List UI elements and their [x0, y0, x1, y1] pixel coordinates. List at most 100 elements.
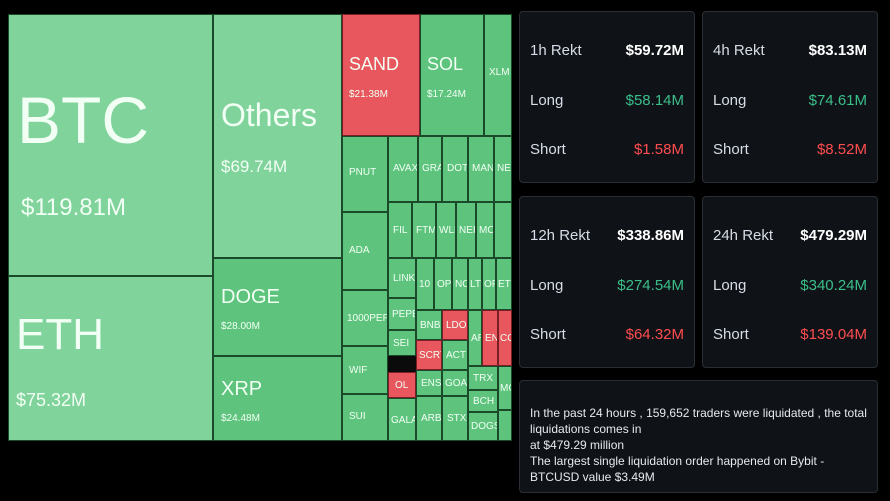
card-title: 1h Rekt — [530, 42, 582, 59]
treemap-tile-btc[interactable]: BTC $119.81M — [8, 14, 213, 276]
tile-symbol: FTM — [416, 225, 436, 236]
treemap-tile-wif[interactable]: WIF — [342, 346, 388, 394]
card-total: $338.86M — [617, 227, 684, 244]
summary-line-2: at $479.29 million — [530, 438, 625, 452]
treemap-tile-sol[interactable]: SOL $17.24M — [420, 14, 484, 136]
treemap-tile-10[interactable]: 10 — [416, 258, 434, 310]
treemap-tile-man[interactable]: MAN — [468, 136, 494, 202]
treemap-tile-stx[interactable]: STX — [442, 396, 468, 441]
tile-symbol: NC — [455, 279, 467, 290]
treemap-tile-ftm[interactable]: FTM — [412, 202, 436, 258]
treemap-tile-gras[interactable]: GRAS — [418, 136, 442, 202]
tile-symbol: BNB — [420, 320, 441, 331]
stats-card-12h: 12h Rekt $338.86M Long $274.54M Short $6… — [519, 196, 695, 368]
tile-symbol: MO — [479, 225, 494, 236]
tile-symbol: XLM — [489, 67, 510, 78]
tile-symbol: WLD — [439, 225, 455, 236]
short-value: $139.04M — [800, 326, 867, 343]
treemap-tile-sei[interactable]: SEI — [388, 330, 416, 356]
treemap-tile-doge[interactable]: DOGE $28.00M — [213, 258, 342, 356]
treemap-tile-op[interactable]: OP — [434, 258, 452, 310]
treemap-tile-extra2[interactable] — [498, 410, 512, 441]
treemap-tile-nc[interactable]: NC — [452, 258, 468, 310]
long-label: Long — [713, 92, 747, 109]
treemap-tile-pnut[interactable]: PNUT — [342, 136, 388, 212]
treemap-tile-bch[interactable]: BCH — [468, 390, 498, 412]
card-total: $59.72M — [625, 42, 684, 59]
treemap-tile-extra1[interactable] — [494, 202, 512, 258]
treemap-tile-ens[interactable]: ENS — [416, 370, 442, 396]
tile-symbol: STX — [447, 413, 467, 424]
stats-card-4h: 4h Rekt $83.13M Long $74.61M Short $8.52… — [702, 11, 878, 183]
treemap-tile-scrt[interactable]: SCRT — [416, 340, 442, 370]
tile-symbol: GALA — [391, 415, 416, 426]
summary-line-3: The largest single liquidation order hap… — [530, 454, 825, 484]
treemap-tile-trx[interactable]: TRX — [468, 366, 498, 390]
card-total: $83.13M — [808, 42, 867, 59]
tile-symbol: DOGS — [471, 421, 498, 432]
treemap-tile-xrp[interactable]: XRP $24.48M — [213, 356, 342, 441]
treemap-tile-mc[interactable]: MC — [498, 366, 512, 410]
treemap-tile-others[interactable]: Others $69.74M — [213, 14, 342, 258]
card-title: 12h Rekt — [530, 227, 591, 244]
treemap-tile-en[interactable]: EN — [482, 310, 498, 366]
short-value: $1.58M — [633, 141, 684, 158]
tile-symbol: SCRT — [419, 350, 441, 361]
tile-symbol: PNUT — [349, 167, 377, 178]
treemap-tile-avax[interactable]: AVAX — [388, 136, 418, 202]
treemap-tile-fil[interactable]: FIL — [388, 202, 412, 258]
treemap-tile-gala[interactable]: GALA — [388, 398, 416, 441]
tile-symbol: ETH — [16, 310, 104, 359]
card-title: 24h Rekt — [713, 227, 774, 244]
treemap-tile-sui[interactable]: SUI — [342, 394, 388, 441]
treemap-tile-xlm[interactable]: XLM — [484, 14, 512, 136]
long-label: Long — [530, 277, 564, 294]
short-label: Short — [713, 141, 749, 158]
treemap-tile-link[interactable]: LINK — [388, 258, 416, 298]
treemap-tile-ldo[interactable]: LDO — [442, 310, 468, 340]
tile-symbol: ARB — [421, 413, 442, 424]
treemap-tile-of[interactable]: OF — [482, 258, 496, 310]
tile-symbol: LT — [470, 279, 481, 290]
tile-symbol: SOL — [427, 54, 464, 74]
treemap-tile-dot[interactable]: DOT — [442, 136, 468, 202]
card-title: 4h Rekt — [713, 42, 765, 59]
short-value: $64.32M — [625, 326, 684, 343]
treemap-tile-ar[interactable]: AR — [468, 310, 482, 366]
tile-value: $119.81M — [21, 194, 126, 221]
treemap-tile-ada[interactable]: ADA — [342, 212, 388, 290]
tile-symbol: GRAS — [422, 163, 441, 174]
treemap-tile-arb[interactable]: ARB — [416, 396, 442, 441]
treemap-tile-wld[interactable]: WLD — [436, 202, 456, 258]
treemap-tile-et[interactable]: ET — [496, 258, 512, 310]
tile-symbol: OL — [395, 380, 409, 391]
treemap-tile-nei[interactable]: NEI — [456, 202, 476, 258]
tile-value: $75.32M — [16, 390, 87, 410]
tile-symbol: ENS — [421, 378, 442, 389]
treemap-tile-near[interactable]: NEA — [494, 136, 512, 202]
tile-symbol: AR — [471, 333, 481, 344]
treemap-tile-ol[interactable]: OL — [388, 372, 416, 398]
tile-symbol: MAN — [472, 163, 494, 174]
treemap-tile-bnb[interactable]: BNB — [416, 310, 442, 340]
treemap-tile-lt[interactable]: LT — [468, 258, 482, 310]
tile-symbol: FIL — [393, 225, 408, 236]
treemap-tile-co[interactable]: CO — [498, 310, 512, 366]
tile-value: $28.00M — [221, 321, 260, 332]
tile-symbol: OP — [437, 279, 452, 290]
stats-card-24h: 24h Rekt $479.29M Long $340.24M Short $1… — [702, 196, 878, 368]
treemap-tile-mo[interactable]: MO — [476, 202, 494, 258]
treemap-tile-act[interactable]: ACT — [442, 340, 468, 370]
treemap-tile-eth[interactable]: ETH $75.32M — [8, 276, 213, 441]
treemap-tile-sand[interactable]: SAND $21.38M — [342, 14, 420, 136]
tile-symbol: DOGE — [221, 286, 280, 308]
tile-value: $24.48M — [221, 413, 260, 424]
tile-symbol: DOT — [447, 163, 468, 174]
treemap-tile-dogs[interactable]: DOGS — [468, 412, 498, 441]
